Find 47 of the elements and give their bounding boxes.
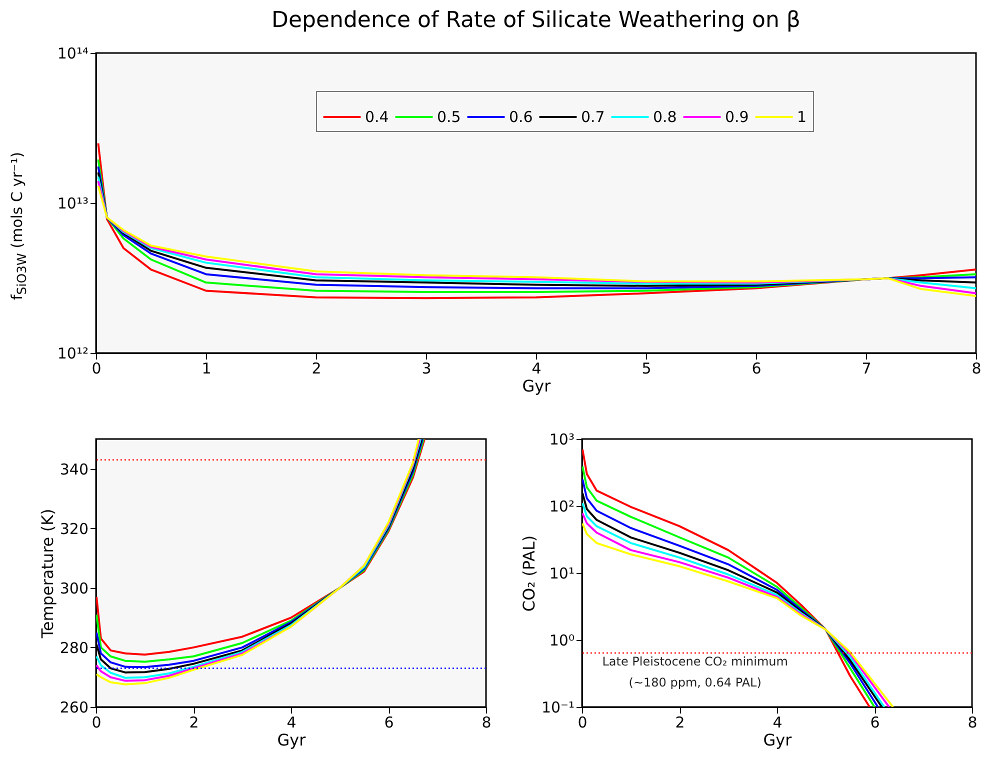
- x-tick-label: 2: [312, 360, 322, 378]
- y-tick-label: 10¹⁴: [57, 44, 88, 62]
- x-tick-label: 4: [772, 714, 782, 732]
- x-tick-label: 7: [862, 360, 872, 378]
- y-tick-label: 10³: [549, 430, 574, 448]
- legend-label: 0.5: [437, 108, 461, 126]
- y-tick-label: 10⁰: [549, 632, 574, 650]
- x-tick-label: 8: [972, 360, 982, 378]
- x-tick-label: 6: [870, 714, 880, 732]
- x-tick-label: 3: [422, 360, 432, 378]
- y-tick-label: 10¹³: [57, 194, 88, 212]
- y-tick-label: 10⁻¹: [541, 698, 574, 716]
- legend-label: 0.8: [653, 108, 677, 126]
- x-tick-label: 8: [482, 714, 492, 732]
- y-axis-title: Temperature (K): [38, 508, 57, 640]
- legend-label: 0.9: [725, 108, 749, 126]
- x-tick-label: 6: [384, 714, 394, 732]
- x-tick-label: 5: [642, 360, 652, 378]
- annotation: (~180 ppm, 0.64 PAL): [628, 675, 762, 690]
- x-tick-label: 0: [578, 714, 588, 732]
- y-tick-label: 10¹: [549, 564, 574, 582]
- x-tick-label: 6: [752, 360, 762, 378]
- x-axis-title: Gyr: [763, 730, 792, 750]
- y-axis-title: CO₂ (PAL): [519, 535, 538, 612]
- y-tick-label: 280: [60, 638, 88, 657]
- x-tick-label: 1: [202, 360, 212, 378]
- legend-label: 0.4: [365, 108, 389, 126]
- y-tick-label: 10¹²: [57, 344, 88, 362]
- y-tick-label: 260: [60, 698, 88, 716]
- annotation: Late Pleistocene CO₂ minimum: [602, 654, 788, 668]
- legend-label: 0.7: [581, 108, 605, 126]
- x-tick-label: 8: [968, 714, 978, 732]
- x-tick-label: 2: [675, 714, 685, 732]
- x-tick-label: 0: [92, 360, 102, 378]
- chart-title: Dependence of Rate of Silicate Weathering on β: [272, 8, 800, 33]
- legend-label: 1: [797, 108, 807, 126]
- y-tick-label: 300: [60, 579, 88, 598]
- x-axis-title: Gyr: [277, 730, 306, 750]
- legend-label: 0.6: [509, 108, 533, 126]
- y-tick-label: 320: [60, 520, 88, 538]
- x-tick-label: 4: [532, 360, 542, 378]
- x-tick-label: 4: [286, 714, 296, 732]
- x-tick-label: 2: [189, 714, 199, 732]
- y-tick-label: 10²: [549, 498, 574, 516]
- x-tick-label: 0: [92, 714, 102, 732]
- x-axis-title: Gyr: [522, 376, 552, 396]
- y-tick-label: 340: [60, 460, 88, 478]
